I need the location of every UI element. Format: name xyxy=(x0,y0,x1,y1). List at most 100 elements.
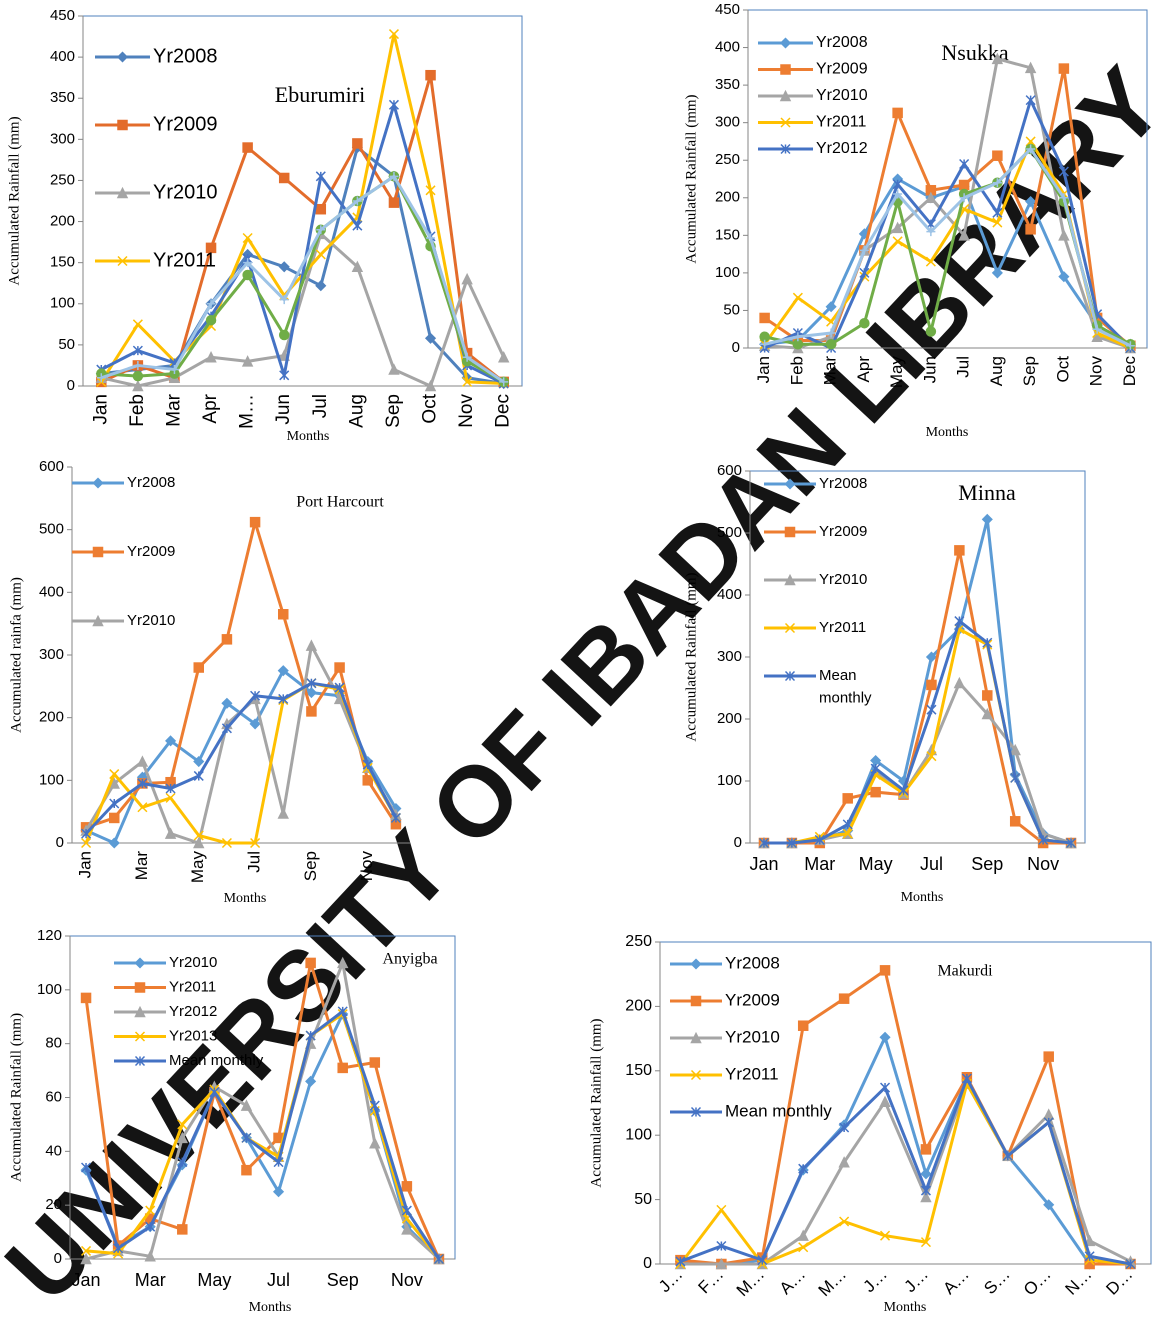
legend-label: Yr2010 xyxy=(153,181,218,203)
x-tick-label: Jun xyxy=(273,394,294,425)
legend-label: Yr2009 xyxy=(819,523,867,540)
marker xyxy=(80,992,92,1004)
marker xyxy=(779,89,792,102)
x-tick-label: Nov xyxy=(1027,854,1059,874)
marker xyxy=(825,301,837,313)
x-tick-label: J… xyxy=(655,1265,686,1296)
marker xyxy=(92,546,104,558)
series-line xyxy=(763,517,1072,845)
marker xyxy=(920,1190,932,1203)
marker xyxy=(305,957,316,969)
marker xyxy=(926,704,937,715)
legend-label: Yr2009 xyxy=(127,543,175,560)
marker xyxy=(784,478,796,490)
marker xyxy=(798,1163,809,1174)
marker xyxy=(958,179,970,191)
marker xyxy=(137,778,148,789)
marker xyxy=(316,225,326,235)
marker xyxy=(113,1243,124,1254)
marker xyxy=(958,229,970,241)
x-tick-label: Jan xyxy=(90,394,111,425)
x-tick-label: Jun xyxy=(920,356,939,383)
y-tick-label: 500 xyxy=(39,521,64,538)
y-tick-label: 100 xyxy=(717,772,742,789)
marker xyxy=(132,370,144,382)
marker xyxy=(690,1031,702,1044)
marker xyxy=(793,332,803,342)
marker xyxy=(279,370,290,381)
series-line xyxy=(100,232,506,388)
marker xyxy=(1024,61,1037,74)
marker xyxy=(891,221,904,234)
series-line xyxy=(85,961,440,1261)
marker xyxy=(814,834,825,845)
marker xyxy=(859,267,870,278)
marker xyxy=(334,682,345,693)
x-tick-label: A… xyxy=(939,1265,972,1298)
marker xyxy=(277,665,289,677)
x-tick-label: Mar xyxy=(132,851,151,881)
marker xyxy=(80,1252,92,1265)
y-tick-label: 300 xyxy=(715,114,740,131)
marker xyxy=(315,280,327,292)
marker xyxy=(117,255,128,267)
x-tick-label: Sep xyxy=(1020,356,1039,386)
marker xyxy=(242,142,253,153)
legend-label: Yr2012 xyxy=(169,1003,217,1020)
marker xyxy=(1043,1051,1054,1062)
legend-label: Yr2010 xyxy=(816,87,868,104)
x-tick-label: Jan xyxy=(754,356,773,383)
x-tick-label: Feb xyxy=(127,394,148,427)
x-axis-label: Months xyxy=(884,1300,927,1315)
x-tick-label: Jul xyxy=(920,854,943,874)
x-tick-label: Apr xyxy=(200,393,221,423)
marker xyxy=(164,827,177,839)
marker xyxy=(925,651,938,663)
legend-label: Yr2008 xyxy=(819,475,867,492)
marker xyxy=(879,1095,891,1107)
y-tick-label: 40 xyxy=(45,1142,62,1159)
marker xyxy=(784,670,796,682)
legend-label: Yr2009 xyxy=(725,990,780,1009)
y-tick-label: 400 xyxy=(715,39,740,56)
y-tick-label: 100 xyxy=(39,771,64,788)
marker xyxy=(221,697,233,709)
marker xyxy=(925,326,937,337)
marker xyxy=(982,690,993,701)
x-tick-label: M… xyxy=(237,394,258,429)
marker xyxy=(879,965,891,976)
marker xyxy=(109,798,120,809)
series-line xyxy=(100,174,505,384)
x-tick-label: May xyxy=(859,854,893,874)
marker xyxy=(306,706,317,717)
marker xyxy=(792,292,803,303)
marker xyxy=(249,516,261,528)
x-tick-label: Oct xyxy=(1053,356,1072,383)
marker xyxy=(81,1245,92,1256)
marker xyxy=(108,837,120,849)
marker xyxy=(826,328,836,338)
marker xyxy=(797,1020,809,1031)
marker xyxy=(992,207,1003,218)
y-tick-label: 0 xyxy=(732,339,740,356)
marker xyxy=(305,687,317,699)
x-tick-label: N… xyxy=(1061,1265,1095,1299)
marker xyxy=(959,193,969,203)
series-line xyxy=(763,619,1072,845)
marker xyxy=(241,1164,252,1176)
y-tick-label: 150 xyxy=(50,254,75,271)
y-tick-label: 200 xyxy=(715,189,740,206)
marker xyxy=(690,1106,702,1118)
marker xyxy=(424,379,437,392)
chart: 0 50 100 150 200 250 300 350 400 450 Jan Feb Mar Apr M… xyxy=(6,7,523,444)
marker xyxy=(401,1205,412,1216)
marker xyxy=(240,1099,253,1111)
marker xyxy=(920,1185,931,1196)
marker xyxy=(278,261,290,273)
marker xyxy=(825,338,837,350)
y-tick-label: 150 xyxy=(625,1062,652,1079)
marker xyxy=(193,755,205,768)
x-tick-label: Jan xyxy=(72,1270,101,1290)
marker xyxy=(336,956,349,969)
